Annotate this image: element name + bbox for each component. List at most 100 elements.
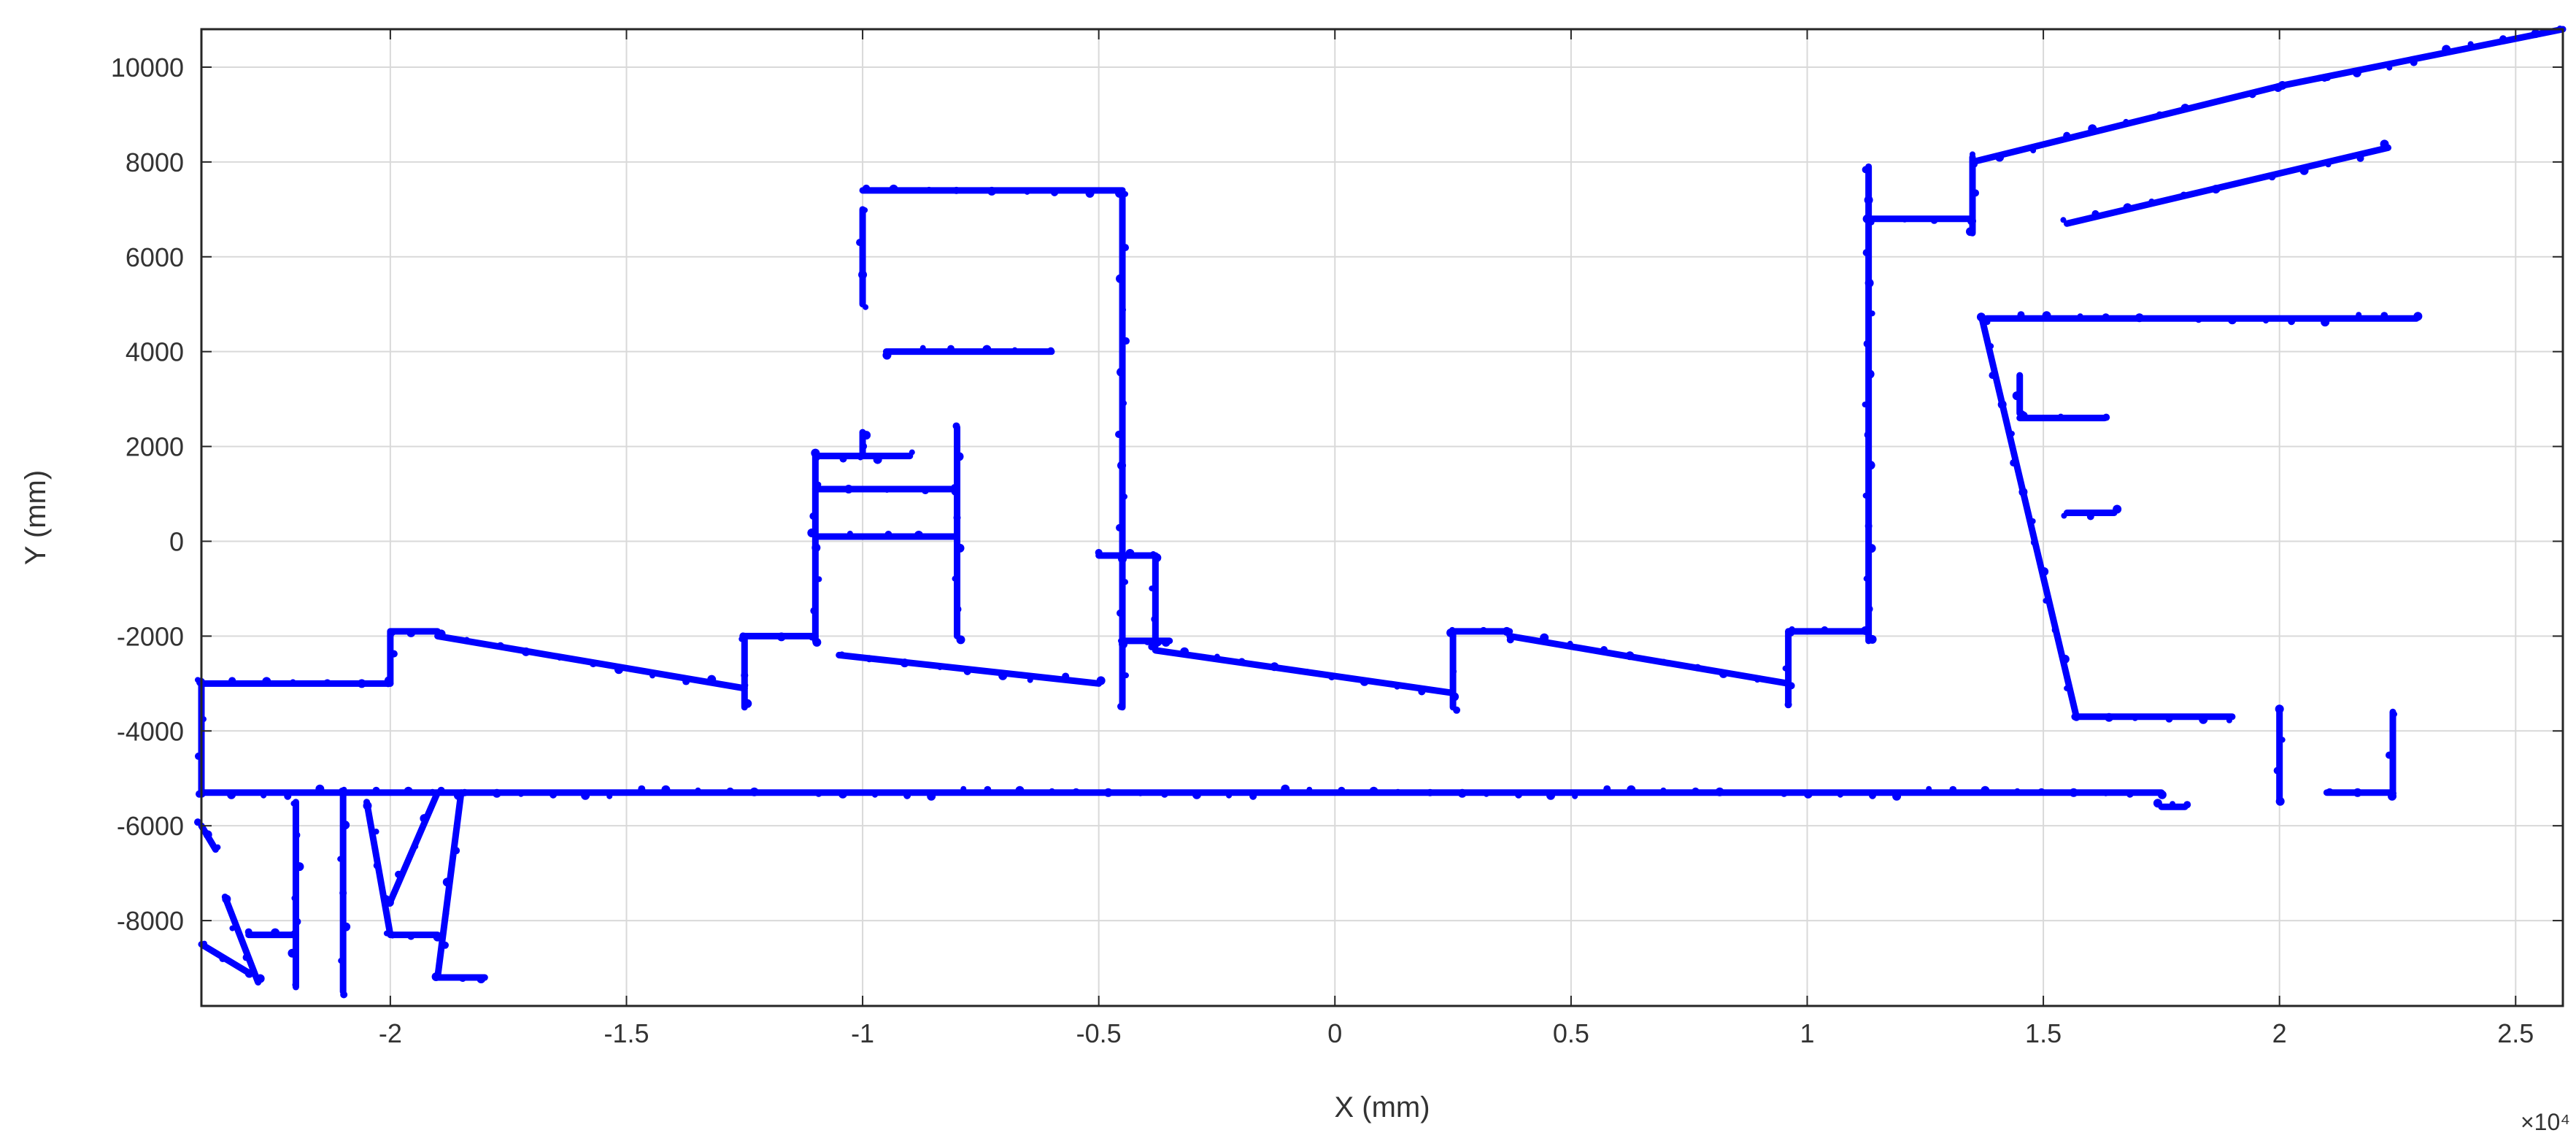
scan-point <box>865 655 874 663</box>
scan-point <box>219 955 227 963</box>
scan-point <box>517 791 524 797</box>
scan-point <box>1118 637 1125 644</box>
scan-point <box>1869 791 1877 799</box>
scan-point <box>2499 35 2507 43</box>
scan-point <box>2102 313 2110 321</box>
scan-point <box>339 787 347 795</box>
scan-point <box>2091 210 2099 218</box>
scan-point <box>2268 173 2276 181</box>
scan-point <box>952 422 960 430</box>
scan-point <box>262 677 271 686</box>
scan-point <box>1603 785 1611 793</box>
scan-wall-segment <box>1152 647 1457 696</box>
scan-point <box>556 654 563 661</box>
scan-point <box>1966 227 1975 237</box>
scan-point <box>1660 658 1667 665</box>
scan-point <box>947 345 955 353</box>
x-axis-exponent: ×10⁴ <box>2521 1109 2570 1135</box>
scan-point <box>441 941 449 949</box>
scan-point <box>549 791 558 799</box>
scan-point <box>814 789 822 797</box>
scan-point <box>1327 672 1335 680</box>
scan-point <box>1152 553 1162 562</box>
scan-point <box>373 861 381 869</box>
scan-point <box>2105 712 2114 722</box>
scan-point <box>1782 665 1789 672</box>
scan-point <box>1862 402 1868 408</box>
scan-point <box>1161 637 1171 647</box>
scan-point <box>1546 791 1556 800</box>
scan-point <box>2060 217 2067 223</box>
scan-point <box>614 665 624 675</box>
scan-point <box>1024 188 1030 195</box>
scan-point <box>812 637 822 647</box>
scan-point <box>2123 203 2132 212</box>
scan-point <box>914 530 923 539</box>
y-tick-label: -6000 <box>117 811 184 841</box>
scan-point <box>814 485 822 493</box>
scan-point <box>858 270 868 280</box>
scan-point <box>743 699 752 708</box>
scan-point <box>372 786 380 794</box>
scan-point <box>1862 492 1869 499</box>
x-tick-label: 2.5 <box>2497 1018 2534 1048</box>
scan-point <box>2016 374 2023 381</box>
scan-point <box>1011 347 1018 353</box>
scan-point <box>2321 74 2329 82</box>
scan-point <box>1864 278 1874 288</box>
scan-point <box>389 932 396 939</box>
scan-point <box>2014 788 2021 794</box>
scan-point <box>2183 801 2191 809</box>
scan-point <box>1949 785 1957 794</box>
scan-point <box>1027 677 1033 683</box>
scan-point <box>1514 791 1522 799</box>
scan-point <box>1479 626 1487 634</box>
scan-point <box>1160 790 1168 798</box>
scan-point <box>926 186 933 193</box>
scan-point <box>2442 45 2451 54</box>
scan-point <box>809 512 817 520</box>
scan-point <box>342 922 351 931</box>
scan-point <box>290 800 297 807</box>
scan-point <box>955 543 965 553</box>
scan-point <box>1715 787 1724 796</box>
x-tick-label: 0.5 <box>1553 1018 1589 1048</box>
scan-point <box>1449 626 1456 633</box>
scan-point <box>1338 786 1346 794</box>
scan-point <box>1120 307 1127 313</box>
scan-point <box>295 862 304 872</box>
scan-point <box>271 928 280 937</box>
scan-point <box>363 801 372 810</box>
scan-point <box>1692 787 1700 795</box>
scan-point <box>2226 717 2232 723</box>
scan-point <box>2180 104 2190 113</box>
scan-point <box>1116 274 1125 283</box>
scan-point <box>2227 315 2237 325</box>
scan-wall-segment <box>1978 315 2080 721</box>
scan-point <box>953 514 961 522</box>
scan-point <box>1863 339 1871 347</box>
scan-point <box>882 350 892 360</box>
scan-point <box>2126 790 2134 798</box>
x-tick-label: 1 <box>1800 1018 1814 1048</box>
scan-point <box>2278 80 2287 90</box>
scan-point <box>1122 337 1130 345</box>
scan-point <box>1926 785 1932 792</box>
scan-point <box>2029 518 2036 524</box>
scan-point <box>1457 788 1467 798</box>
scan-point <box>1997 400 2007 410</box>
x-tick-label: -1.5 <box>603 1018 649 1048</box>
scan-point <box>292 982 298 988</box>
scan-point <box>2061 512 2067 519</box>
scan-point <box>1864 195 1873 204</box>
scan-point <box>1096 676 1106 685</box>
scan-point <box>1865 605 1873 613</box>
scan-point <box>1866 461 1875 470</box>
scan-point <box>293 918 301 926</box>
scan-point <box>2380 312 2388 320</box>
scan-point <box>1226 792 1233 799</box>
scan-point <box>2391 711 2398 718</box>
scan-point <box>838 651 845 658</box>
scan-point <box>638 785 646 793</box>
scan-point <box>2156 111 2164 119</box>
